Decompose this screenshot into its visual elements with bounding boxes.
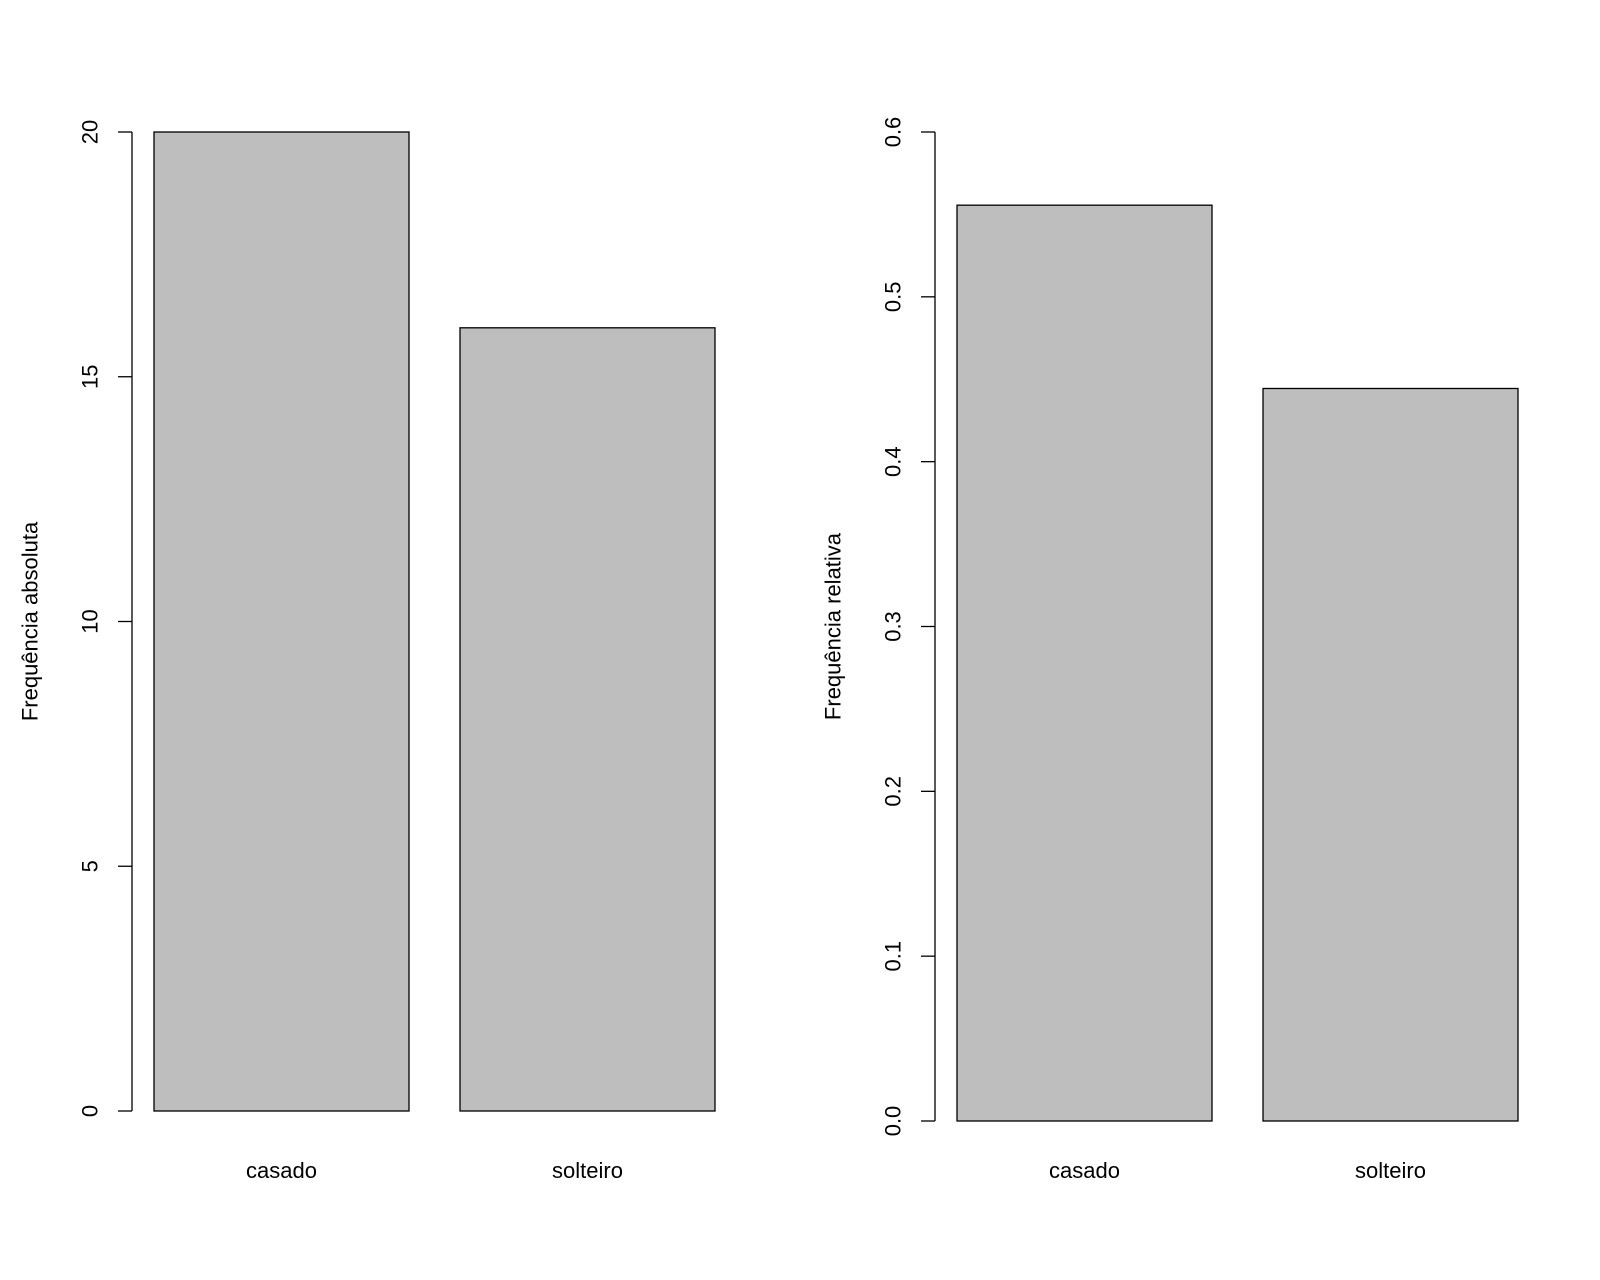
y-tick-label: 0.5 <box>881 282 906 313</box>
y-tick-label: 0.2 <box>881 776 906 807</box>
y-tick-label: 0.4 <box>881 446 906 477</box>
y-tick-label: 10 <box>78 609 103 633</box>
y-tick-label: 15 <box>78 365 103 389</box>
category-label-solteiro: solteiro <box>552 1158 623 1183</box>
category-label-solteiro: solteiro <box>1355 1158 1426 1183</box>
bar-solteiro <box>1262 387 1519 1122</box>
bar-solteiro <box>459 327 716 1112</box>
y-axis-title: Frequência absoluta <box>18 521 43 721</box>
y-tick-label: 0.1 <box>881 941 906 972</box>
y-tick-label: 5 <box>78 860 103 872</box>
bar-casado <box>153 131 410 1112</box>
y-tick-label: 20 <box>78 120 103 144</box>
y-tick-label: 0.3 <box>881 611 906 642</box>
chart-relative-frequency: casado solteiro 0.0 0.1 0.2 0.3 0.4 0.5 0.6 Frequ… <box>821 117 1519 1183</box>
y-tick-label: 0.6 <box>881 117 906 148</box>
chart-absolute-frequency: casado solteiro 0 5 10 15 20 Frequência absolut… <box>18 120 716 1183</box>
bar-casado <box>956 204 1213 1122</box>
y-axis-title: Frequência relativa <box>821 532 846 720</box>
y-tick-label: 0 <box>78 1105 103 1117</box>
y-tick-label: 0.0 <box>881 1106 906 1137</box>
category-label-casado: casado <box>1049 1158 1120 1183</box>
category-label-casado: casado <box>246 1158 317 1183</box>
